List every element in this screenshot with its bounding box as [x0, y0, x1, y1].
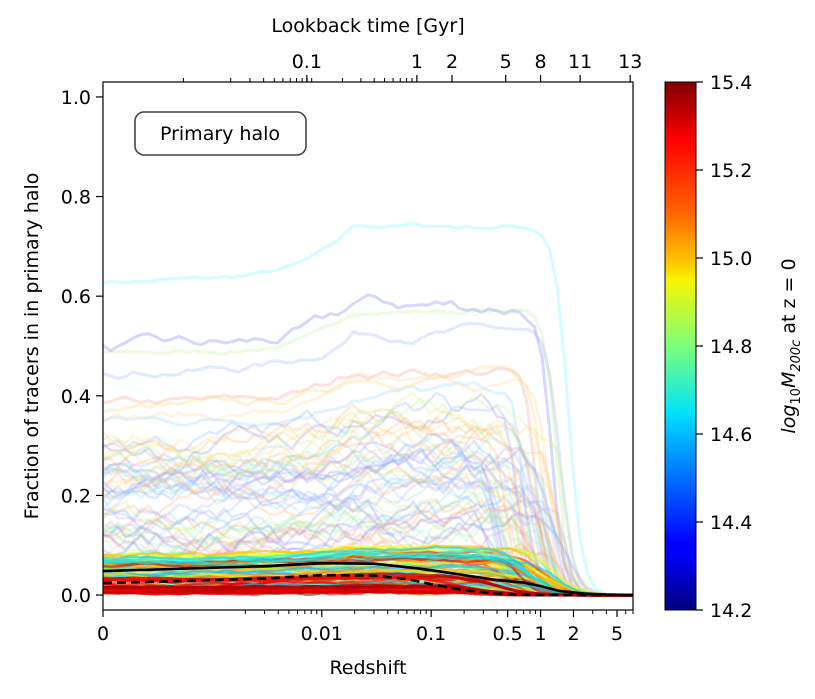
tracer-track — [103, 513, 633, 597]
tracer-track — [103, 474, 633, 597]
colorbar-gradient — [664, 81, 697, 611]
tracer-track — [103, 366, 633, 597]
tracer-track — [103, 497, 633, 597]
tracer-track — [103, 504, 633, 597]
tracer-track — [103, 430, 633, 597]
top-tick-label: 8 — [535, 51, 547, 73]
y-tick-label: 0.8 — [61, 187, 91, 209]
colorbar-ticks: 14.2 14.4 14.6 14.8 15.0 15.2 15.4 — [696, 72, 752, 622]
x-axis: 0 0.01 0.1 0.5 1 2 5 — [97, 610, 634, 645]
top-tick-label: 13 — [618, 51, 642, 73]
y-tick-label: 0.4 — [61, 386, 91, 408]
x-tick-label: 1 — [535, 623, 547, 645]
top-axis: 0.1 1 2 5 8 11 13 — [182, 51, 642, 82]
tracer-track — [103, 429, 633, 597]
tracer-track — [103, 401, 633, 597]
tracer-track — [103, 497, 633, 597]
axes-frame — [102, 81, 634, 611]
tracer-track — [103, 293, 633, 597]
x-tick-label: 0.5 — [493, 623, 523, 645]
colorbar-tick-label: 14.4 — [710, 512, 752, 534]
summary-lines — [103, 561, 633, 597]
tracer-track — [103, 479, 633, 597]
colorbar: 14.2 14.4 14.6 14.8 15.0 15.2 15.4 log10M200c … — [664, 72, 804, 622]
top-tick-label: 5 — [500, 51, 512, 73]
tracer-track — [103, 488, 633, 597]
colorbar-tick-label: 14.8 — [710, 336, 752, 358]
top-axis-label: Lookback time [Gyr] — [271, 15, 464, 37]
x-tick-label: 0.01 — [301, 623, 343, 645]
tracer-track — [103, 488, 633, 597]
top-tick-label: 11 — [568, 51, 592, 73]
x-axis-label: Redshift — [329, 657, 406, 679]
series-line-median — [103, 561, 633, 597]
y-tick-label: 0.0 — [61, 585, 91, 607]
tracer-track — [103, 588, 633, 597]
plot-area — [103, 82, 633, 610]
x-tick-label: 0 — [97, 623, 109, 645]
y-axis-label: Fraction of tracers in in primary halo — [21, 173, 43, 520]
colorbar-tick-label: 15.0 — [710, 248, 752, 270]
y-tick-label: 0.6 — [61, 286, 91, 308]
y-tick-label: 0.2 — [61, 485, 91, 507]
tracer-track — [103, 446, 633, 597]
colorbar-label: log10M200c at z = 0 — [778, 258, 804, 433]
tracer-track — [103, 221, 633, 597]
x-tick-label: 0.1 — [416, 623, 446, 645]
tracer-track — [103, 410, 633, 597]
tracer-track — [103, 416, 633, 597]
tracer-track — [103, 471, 633, 597]
tracer-track — [103, 364, 633, 597]
tracer-track — [103, 431, 633, 597]
tracer-track — [103, 371, 633, 597]
tracer-track — [103, 321, 633, 597]
tracer-track — [103, 496, 633, 597]
colorbar-tick-label: 15.4 — [710, 72, 752, 94]
x-tick-label: 5 — [611, 623, 623, 645]
x-tick-label: 2 — [567, 623, 579, 645]
y-tick-label: 1.0 — [61, 87, 91, 109]
y-axis: 0.0 0.2 0.4 0.6 0.8 1.0 — [61, 87, 103, 607]
tracer-track — [103, 511, 633, 597]
tracer-track — [103, 416, 633, 597]
series-line-lower — [103, 573, 633, 597]
colorbar-tick-label: 14.2 — [710, 600, 752, 622]
colorbar-tick-label: 14.6 — [710, 424, 752, 446]
tracer-track — [103, 440, 633, 597]
colorbar-tick-label: 15.2 — [710, 160, 752, 182]
tracer-track — [103, 392, 633, 597]
top-tick-label: 1 — [411, 51, 423, 73]
tracer-track — [103, 307, 633, 597]
tracer-track — [103, 489, 633, 597]
top-tick-label: 0.1 — [292, 51, 322, 73]
top-tick-label: 2 — [446, 51, 458, 73]
tracer-track — [103, 552, 633, 597]
annotation-text: Primary halo — [160, 123, 280, 145]
annotation-box: Primary halo — [134, 111, 307, 156]
